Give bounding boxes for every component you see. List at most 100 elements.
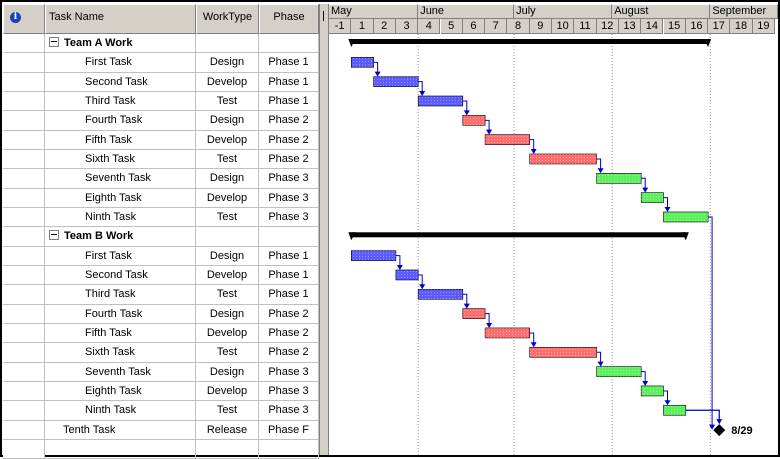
- split-bar[interactable]: [319, 4, 329, 455]
- task-row[interactable]: Sixth Task Test Phase 2: [3, 149, 319, 170]
- worktype-cell[interactable]: Design: [196, 169, 259, 189]
- phase-cell[interactable]: Phase 3: [259, 362, 319, 382]
- task-name-cell[interactable]: Eighth Task: [45, 381, 196, 402]
- phase-cell[interactable]: Phase 2: [259, 130, 319, 150]
- phase-cell[interactable]: Phase 1: [259, 53, 319, 73]
- phase-cell[interactable]: Phase 2: [259, 111, 319, 131]
- phase-cell[interactable]: [259, 439, 319, 459]
- phase-cell[interactable]: Phase 2: [259, 323, 319, 344]
- task-name-cell[interactable]: Second Task: [45, 265, 196, 286]
- indicator-cell[interactable]: [3, 343, 45, 363]
- task-row[interactable]: Ninth Task Test Phase 3: [3, 207, 319, 228]
- task-row[interactable]: Second Task Develop Phase 1: [3, 72, 319, 92]
- task-row[interactable]: First Task Design Phase 1: [3, 246, 319, 266]
- task-row[interactable]: Eighth Task Develop Phase 3: [3, 188, 319, 208]
- worktype-cell[interactable]: Test: [196, 285, 259, 305]
- task-name-column-header[interactable]: Task Name: [45, 4, 196, 34]
- phase-cell[interactable]: Phase 3: [259, 207, 319, 228]
- task-name-cell[interactable]: Fourth Task: [45, 304, 196, 324]
- task-row[interactable]: Tenth Task Release Phase F: [3, 420, 319, 440]
- worktype-cell[interactable]: [196, 227, 259, 247]
- worktype-cell[interactable]: Design: [196, 362, 259, 382]
- task-name-cell[interactable]: Fifth Task: [45, 130, 196, 150]
- phase-cell[interactable]: Phase 2: [259, 304, 319, 324]
- phase-cell[interactable]: Phase 3: [259, 401, 319, 421]
- worktype-cell[interactable]: Test: [196, 343, 259, 363]
- indicator-cell[interactable]: [3, 169, 45, 189]
- task-name-cell[interactable]: Seventh Task: [45, 362, 196, 382]
- task-name-cell[interactable]: Ninth Task: [45, 207, 196, 228]
- task-row[interactable]: Third Task Test Phase 1: [3, 91, 319, 112]
- task-name-cell[interactable]: First Task: [45, 53, 196, 73]
- task-name-cell[interactable]: Ninth Task: [45, 401, 196, 421]
- phase-cell[interactable]: Phase 1: [259, 246, 319, 266]
- task-row[interactable]: Eighth Task Develop Phase 3: [3, 381, 319, 402]
- indicator-cell[interactable]: [3, 362, 45, 382]
- phase-cell[interactable]: Phase 2: [259, 149, 319, 170]
- milestone-marker[interactable]: [713, 424, 726, 437]
- phase-cell[interactable]: Phase F: [259, 420, 319, 440]
- task-row[interactable]: Fifth Task Develop Phase 2: [3, 323, 319, 344]
- phase-cell[interactable]: Phase 1: [259, 265, 319, 286]
- task-name-cell[interactable]: Seventh Task: [45, 169, 196, 189]
- collapse-toggle-icon[interactable]: [49, 37, 59, 48]
- indicator-cell[interactable]: [3, 188, 45, 208]
- worktype-cell[interactable]: [196, 34, 259, 54]
- task-name-cell[interactable]: [45, 439, 196, 459]
- phase-cell[interactable]: Phase 3: [259, 169, 319, 189]
- indicator-cell[interactable]: [3, 420, 45, 440]
- indicator-cell[interactable]: [3, 381, 45, 402]
- task-row[interactable]: Second Task Develop Phase 1: [3, 265, 319, 286]
- task-row[interactable]: Ninth Task Test Phase 3: [3, 401, 319, 421]
- worktype-cell[interactable]: Design: [196, 111, 259, 131]
- phase-cell[interactable]: Phase 1: [259, 91, 319, 112]
- task-name-cell[interactable]: Sixth Task: [45, 149, 196, 170]
- indicator-cell[interactable]: [3, 285, 45, 305]
- indicator-cell[interactable]: [3, 265, 45, 286]
- task-row[interactable]: First Task Design Phase 1: [3, 53, 319, 73]
- summary-bar[interactable]: [351, 39, 709, 44]
- phase-cell[interactable]: [259, 34, 319, 54]
- indicator-cell[interactable]: [3, 130, 45, 150]
- worktype-cell[interactable]: Test: [196, 91, 259, 112]
- task-row[interactable]: Seventh Task Design Phase 3: [3, 169, 319, 189]
- phase-cell[interactable]: Phase 1: [259, 72, 319, 92]
- phase-cell[interactable]: Phase 1: [259, 285, 319, 305]
- worktype-cell[interactable]: Develop: [196, 381, 259, 402]
- task-name-cell[interactable]: First Task: [45, 246, 196, 266]
- task-name-cell[interactable]: Fourth Task: [45, 111, 196, 131]
- indicator-cell[interactable]: [3, 227, 45, 247]
- phase-column-header[interactable]: Phase: [259, 4, 319, 34]
- indicator-cell[interactable]: [3, 323, 45, 344]
- indicator-cell[interactable]: [3, 207, 45, 228]
- collapse-toggle-icon[interactable]: [49, 230, 59, 241]
- worktype-cell[interactable]: Test: [196, 207, 259, 228]
- indicator-cell[interactable]: [3, 149, 45, 170]
- worktype-cell[interactable]: [196, 439, 259, 459]
- summary-row[interactable]: Team B Work: [3, 227, 319, 247]
- worktype-cell[interactable]: Develop: [196, 130, 259, 150]
- worktype-cell[interactable]: Develop: [196, 323, 259, 344]
- indicator-cell[interactable]: [3, 91, 45, 112]
- worktype-cell[interactable]: Design: [196, 53, 259, 73]
- worktype-cell[interactable]: Develop: [196, 72, 259, 92]
- task-row[interactable]: Third Task Test Phase 1: [3, 285, 319, 305]
- indicator-cell[interactable]: [3, 53, 45, 73]
- summary-bar[interactable]: [351, 232, 686, 238]
- empty-row[interactable]: [3, 439, 319, 459]
- worktype-cell[interactable]: Design: [196, 246, 259, 266]
- indicator-cell[interactable]: [3, 439, 45, 459]
- task-row[interactable]: Fourth Task Design Phase 2: [3, 304, 319, 324]
- task-name-cell[interactable]: Sixth Task: [45, 343, 196, 363]
- task-name-cell[interactable]: Tenth Task: [45, 420, 196, 440]
- phase-cell[interactable]: Phase 3: [259, 381, 319, 402]
- task-row[interactable]: Sixth Task Test Phase 2: [3, 343, 319, 363]
- indicator-cell[interactable]: [3, 111, 45, 131]
- task-name-cell[interactable]: Third Task: [45, 285, 196, 305]
- worktype-cell[interactable]: Design: [196, 304, 259, 324]
- indicators-column-header[interactable]: i: [3, 4, 45, 34]
- indicator-cell[interactable]: [3, 304, 45, 324]
- phase-cell[interactable]: [259, 227, 319, 247]
- split-grip[interactable]: [323, 11, 326, 21]
- phase-cell[interactable]: Phase 2: [259, 343, 319, 363]
